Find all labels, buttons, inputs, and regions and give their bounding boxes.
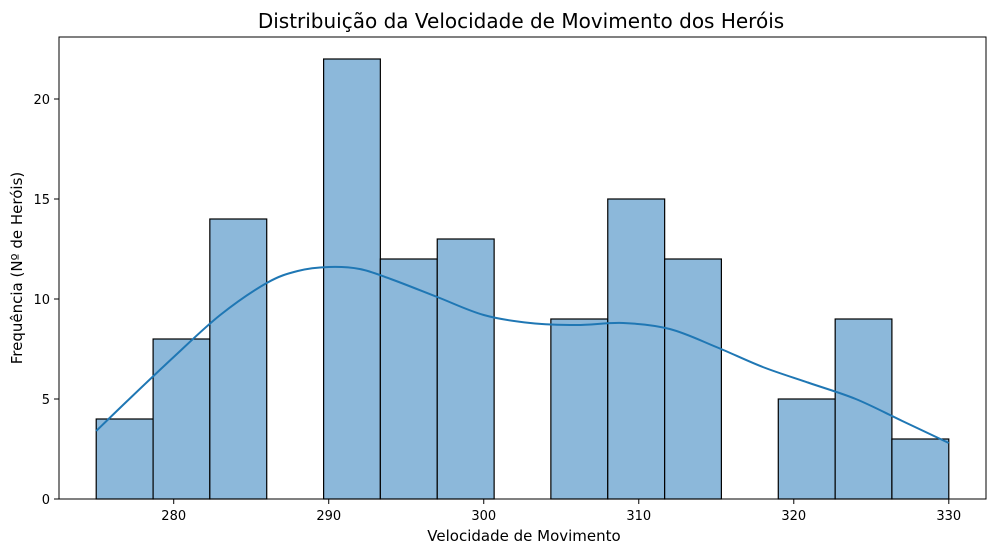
histogram-bar xyxy=(664,258,722,500)
histogram-bar xyxy=(95,418,154,500)
x-tick-label: 320 xyxy=(781,509,806,524)
x-tick-label: 330 xyxy=(936,509,961,524)
y-axis-label: Frequência (Nº de Heróis) xyxy=(8,172,26,365)
x-tick-label: 290 xyxy=(316,509,341,524)
histogram-bar xyxy=(379,258,438,500)
x-axis-ticks: 280 290 300 310 320 330 xyxy=(161,499,961,524)
histogram-bar xyxy=(323,58,381,500)
y-tick-label: 15 xyxy=(33,193,50,208)
x-tick-label: 310 xyxy=(626,509,651,524)
histogram-bar xyxy=(607,198,666,500)
x-axis-label: Velocidade de Movimento xyxy=(427,527,620,545)
histogram-bar xyxy=(777,398,836,500)
histogram-bars xyxy=(95,58,950,500)
histogram-bar xyxy=(834,318,893,500)
histogram-bar xyxy=(891,438,950,500)
histogram-bar xyxy=(436,238,495,500)
histogram-bar xyxy=(209,218,268,500)
y-tick-label: 20 xyxy=(33,93,50,108)
y-tick-label: 10 xyxy=(33,293,50,308)
histogram-bar xyxy=(152,338,211,500)
y-tick-label: 0 xyxy=(42,493,50,508)
x-tick-label: 280 xyxy=(161,509,186,524)
plot-frame xyxy=(58,36,987,500)
y-tick-label: 5 xyxy=(42,393,50,408)
x-tick-label: 300 xyxy=(471,509,496,524)
kde-curve xyxy=(95,265,950,444)
y-axis-ticks: 0 5 10 15 20 xyxy=(33,93,59,508)
histogram-bar xyxy=(550,318,609,500)
chart-title: Distribuição da Velocidade de Movimento … xyxy=(258,9,784,33)
